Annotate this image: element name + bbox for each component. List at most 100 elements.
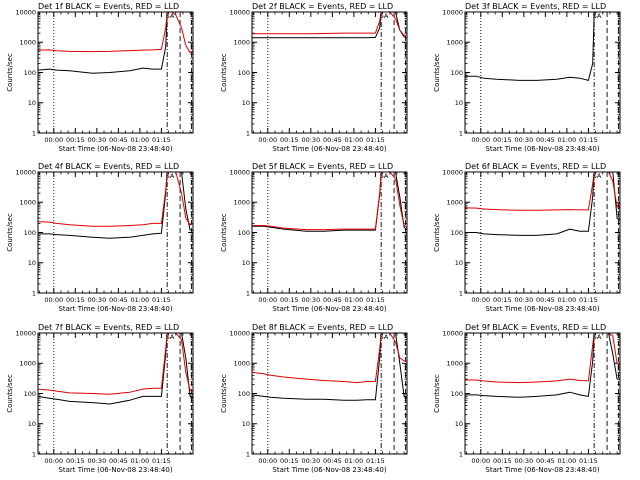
x-tick-label: 00:30 — [87, 296, 106, 304]
plot-frame — [251, 332, 408, 455]
y-tick-label: 100 — [238, 229, 250, 237]
series-line-0 — [252, 11, 408, 39]
plot-frame — [37, 332, 194, 455]
series-line-1 — [252, 171, 408, 231]
flare-annotation: SA — [166, 12, 175, 20]
y-tick-label: 100 — [451, 229, 463, 237]
y-tick-label: 1 — [459, 450, 463, 458]
x-tick-label: 00:00 — [471, 296, 490, 304]
x-tick-label: 00:30 — [514, 136, 533, 144]
series-line-0 — [38, 171, 193, 239]
x-tick-label: 00:00 — [44, 457, 63, 465]
series-line-1 — [37, 171, 194, 227]
x-tick-label: 00:15 — [280, 457, 299, 465]
x-tick-label: 01:00 — [131, 457, 150, 465]
y-axis-label: Counts/sec — [6, 374, 14, 413]
series-line-1 — [251, 332, 407, 384]
y-tick-label: 100 — [238, 69, 250, 77]
y-tick-label: 100 — [24, 229, 36, 237]
x-tick-label: 00:45 — [536, 136, 555, 144]
x-tick-label: 00:00 — [471, 457, 490, 465]
x-tick-label: 01:15 — [366, 136, 385, 144]
y-tick-label: 10 — [242, 259, 250, 267]
y-tick-label: 100 — [238, 390, 250, 398]
y-tick-label: 100 — [24, 69, 36, 77]
detector-chart-2: Det 2f BLACK = Events, RED = LLD Start Ti… — [220, 2, 408, 153]
series-line-1 — [37, 332, 194, 395]
y-tick-label: 10 — [242, 99, 250, 107]
plot-frame — [37, 171, 194, 294]
detector-chart-5: Det 5f BLACK = Events, RED = LLD Start Ti… — [220, 162, 408, 313]
series-line-1 — [252, 11, 407, 36]
x-axis-label: Start Time (06-Nov-08 23:48:40) — [272, 145, 386, 153]
y-tick-label: 10000 — [229, 329, 250, 337]
y-tick-label: 10000 — [442, 168, 463, 176]
x-tick-label: 00:00 — [258, 296, 277, 304]
x-tick-label: 00:45 — [323, 457, 342, 465]
detector-chart-1: Det 1f BLACK = Events, RED = LLD Start Ti… — [6, 2, 194, 153]
y-tick-label: 1000 — [19, 199, 36, 207]
y-tick-label: 1000 — [446, 39, 463, 47]
y-tick-label: 1 — [246, 129, 250, 137]
x-tick-label: 00:15 — [493, 457, 512, 465]
chart-title: Det 2f BLACK = Events, RED = LLD — [252, 2, 393, 11]
y-tick-label: 10000 — [15, 168, 36, 176]
x-tick-label: 01:15 — [152, 136, 171, 144]
plot-frame — [251, 11, 408, 134]
y-tick-label: 10 — [455, 259, 463, 267]
x-tick-label: 01:00 — [131, 136, 150, 144]
chart-title: Det 5f BLACK = Events, RED = LLD — [252, 162, 393, 171]
x-tick-label: 00:30 — [514, 296, 533, 304]
x-axis-label: Start Time (06-Nov-08 23:48:40) — [272, 466, 386, 474]
y-axis-label: Counts/sec — [220, 213, 228, 252]
x-tick-label: 01:00 — [131, 296, 150, 304]
detector-chart-8: Det 8f BLACK = Events, RED = LLD Start Ti… — [220, 323, 408, 474]
y-tick-label: 10 — [455, 99, 463, 107]
x-tick-label: 01:15 — [152, 457, 171, 465]
x-tick-label: 00:30 — [301, 457, 320, 465]
x-tick-label: 00:15 — [280, 136, 299, 144]
y-tick-label: 1000 — [233, 360, 250, 368]
y-tick-label: 10 — [28, 259, 36, 267]
x-tick-label: 01:15 — [366, 296, 385, 304]
y-tick-label: 1000 — [446, 199, 463, 207]
plot-frame — [37, 11, 194, 134]
detector-chart-3: Det 3f BLACK = Events, RED = LLD Start Ti… — [433, 2, 621, 153]
detector-chart-9: Det 9f BLACK = Events, RED = LLD Start Ti… — [433, 323, 621, 474]
x-tick-label: 00:45 — [323, 296, 342, 304]
series-line-0 — [252, 171, 408, 232]
series-line-0 — [37, 11, 193, 74]
series-line-1 — [37, 11, 193, 54]
y-tick-label: 10000 — [229, 168, 250, 176]
x-tick-label: 00:45 — [109, 296, 128, 304]
x-tick-label: 01:00 — [558, 296, 577, 304]
y-tick-label: 10000 — [229, 8, 250, 16]
x-tick-label: 01:15 — [579, 296, 598, 304]
flare-annotation: SA — [166, 172, 175, 180]
series-line-0 — [251, 332, 408, 401]
x-tick-label: 00:00 — [258, 136, 277, 144]
x-tick-label: 01:00 — [345, 136, 364, 144]
x-tick-label: 00:30 — [514, 457, 533, 465]
detector-chart-4: Det 4f BLACK = Events, RED = LLD Start Ti… — [6, 162, 194, 313]
x-axis-label: Start Time (06-Nov-08 23:48:40) — [485, 305, 599, 313]
y-tick-label: 10000 — [15, 329, 36, 337]
x-axis-label: Start Time (06-Nov-08 23:48:40) — [58, 466, 172, 474]
y-tick-label: 10 — [455, 420, 463, 428]
x-tick-label: 00:45 — [109, 457, 128, 465]
x-tick-label: 00:15 — [66, 457, 85, 465]
y-tick-label: 100 — [24, 390, 36, 398]
x-tick-label: 00:15 — [66, 296, 85, 304]
chart-title: Det 3f BLACK = Events, RED = LLD — [465, 2, 606, 11]
x-tick-label: 00:15 — [493, 136, 512, 144]
x-axis-label: Start Time (06-Nov-08 23:48:40) — [58, 145, 172, 153]
chart-title: Det 9f BLACK = Events, RED = LLD — [465, 323, 606, 332]
x-tick-label: 01:15 — [579, 457, 598, 465]
x-tick-label: 01:00 — [558, 136, 577, 144]
y-tick-label: 1 — [246, 289, 250, 297]
y-axis-label: Counts/sec — [6, 53, 14, 92]
series-line-0 — [465, 11, 620, 81]
x-tick-label: 00:45 — [323, 136, 342, 144]
y-axis-label: Counts/sec — [220, 53, 228, 92]
